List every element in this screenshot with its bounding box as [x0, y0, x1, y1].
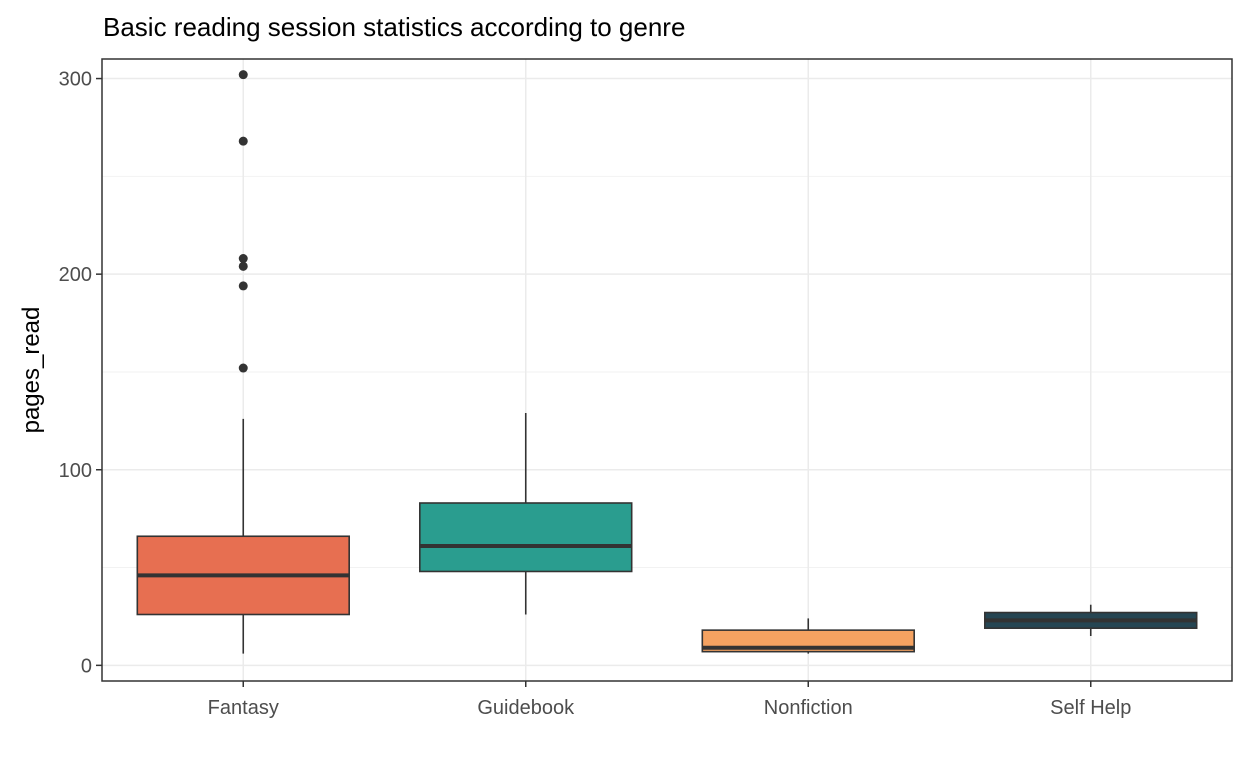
y-tick-label: 200 [59, 264, 92, 286]
outlier-point [238, 254, 248, 264]
x-tick-label: Self Help [1050, 697, 1131, 719]
outlier-point [238, 70, 248, 80]
box-fantasy [136, 70, 350, 654]
box-guidebook [419, 413, 633, 615]
box-body [419, 502, 633, 573]
y-tick-label: 0 [81, 655, 92, 677]
box-self-help [984, 604, 1198, 637]
outlier-point [238, 363, 248, 373]
outlier-point [238, 261, 248, 271]
y-axis-title: pages_read [18, 307, 45, 434]
boxes [136, 70, 1198, 654]
x-tick-label: Guidebook [477, 697, 575, 719]
x-tick-label: Fantasy [208, 697, 279, 719]
outlier-point [238, 136, 248, 146]
chart-title: Basic reading session statistics accordi… [103, 12, 685, 42]
axes: 0 100 200 300 Fantasy Guidebook Nonfiction Self… [59, 69, 1132, 719]
y-tick-label: 100 [59, 460, 92, 482]
panel-border [101, 58, 1233, 682]
grid-lines [102, 59, 1232, 681]
outlier-point [238, 281, 248, 291]
x-tick-label: Nonfiction [764, 697, 853, 719]
y-tick-label: 300 [59, 69, 92, 91]
box-nonfiction [701, 618, 915, 654]
plot-panel [101, 58, 1233, 682]
